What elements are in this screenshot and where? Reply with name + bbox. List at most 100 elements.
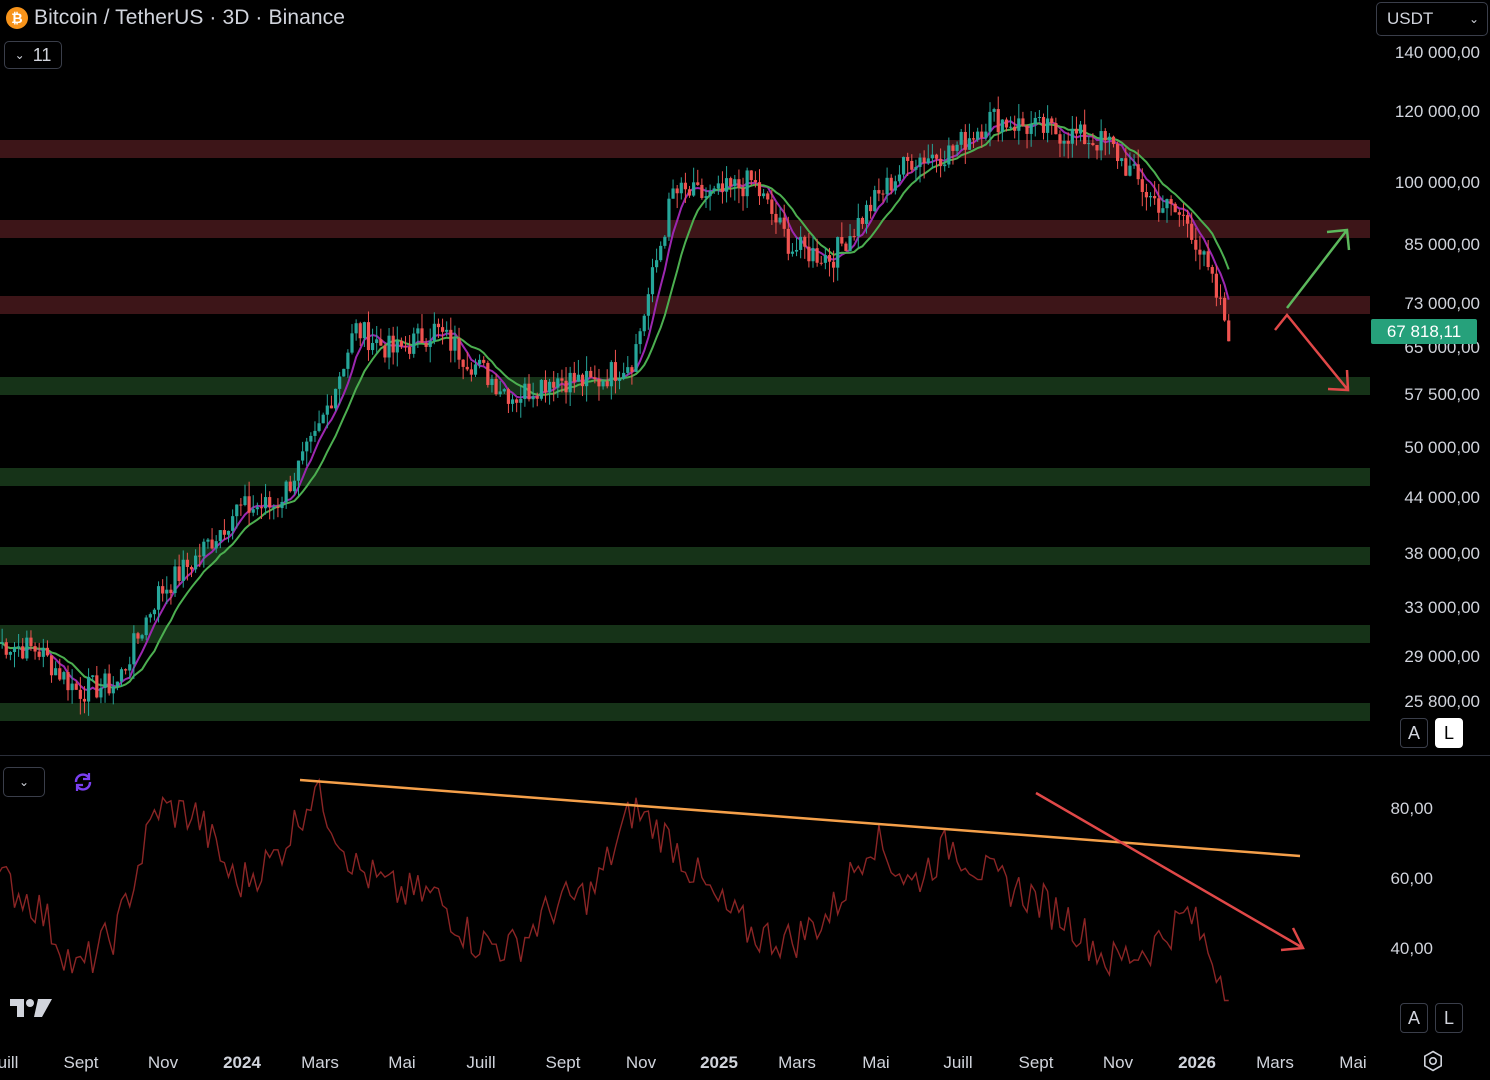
rsi-panel bbox=[0, 777, 1305, 1002]
candle-body bbox=[1169, 199, 1173, 204]
candle-body bbox=[1194, 239, 1198, 250]
rsi-downtrend-arrow bbox=[1035, 791, 1305, 952]
resistance-zone bbox=[0, 140, 1370, 158]
candle-body bbox=[745, 170, 749, 197]
rsi-collapse-button[interactable]: ⌄ bbox=[3, 767, 45, 797]
currency-select[interactable]: USDT ⌄ bbox=[1376, 2, 1488, 36]
price-log-scale-button[interactable]: L bbox=[1435, 718, 1463, 748]
candle-body bbox=[589, 370, 593, 378]
candle-body bbox=[119, 669, 124, 682]
time-axis-label: Sept bbox=[546, 1053, 581, 1072]
candle-body bbox=[416, 328, 420, 334]
candle-body bbox=[276, 506, 280, 509]
candle-body bbox=[259, 507, 264, 509]
candle-body bbox=[58, 668, 62, 680]
candle-body bbox=[1058, 134, 1062, 144]
pane-divider[interactable] bbox=[0, 755, 1490, 756]
candle-body bbox=[132, 633, 136, 665]
current-price-label: 67 818,11 bbox=[1371, 319, 1477, 344]
candle-body bbox=[1099, 131, 1103, 151]
candle-body bbox=[189, 566, 194, 570]
candle-body bbox=[309, 435, 313, 442]
candle-body bbox=[177, 566, 181, 581]
candle-body bbox=[906, 156, 910, 161]
candle-body bbox=[379, 339, 383, 346]
candle-body bbox=[576, 374, 580, 382]
candle-body bbox=[239, 504, 243, 506]
candle-body bbox=[827, 255, 832, 262]
candle-body bbox=[585, 370, 589, 387]
candle-body bbox=[531, 396, 535, 400]
candle-body bbox=[185, 559, 189, 567]
candle-body bbox=[33, 646, 37, 652]
candle-body bbox=[951, 145, 955, 151]
candle-body bbox=[1173, 203, 1177, 213]
candle-body bbox=[1153, 196, 1157, 199]
time-axis-label: uill bbox=[0, 1053, 18, 1072]
candle-body bbox=[247, 496, 251, 513]
candle-body bbox=[321, 414, 325, 424]
candle-body bbox=[687, 189, 692, 196]
price-axis-label: 85 000,00 bbox=[1404, 235, 1480, 254]
time-axis-label: 2026 bbox=[1178, 1053, 1216, 1072]
candle-body bbox=[255, 507, 259, 510]
symbol-header[interactable]: ₿ Bitcoin / TetherUS · 3D · Binance bbox=[6, 4, 345, 32]
candle-body bbox=[21, 646, 25, 659]
candle-body bbox=[49, 655, 54, 676]
candle-body bbox=[412, 333, 416, 354]
candle-body bbox=[737, 179, 741, 189]
candle-body bbox=[91, 675, 95, 677]
candle-body bbox=[988, 111, 992, 132]
candle-body bbox=[99, 687, 103, 698]
candle-body bbox=[346, 352, 350, 369]
candle-body bbox=[597, 379, 601, 387]
candle-body bbox=[1066, 141, 1070, 144]
candle-body bbox=[152, 609, 157, 615]
candle-body bbox=[198, 555, 202, 557]
candle-body bbox=[947, 145, 951, 165]
candle-body bbox=[733, 179, 737, 187]
candle-body bbox=[1013, 126, 1017, 131]
candle-body bbox=[926, 158, 930, 164]
candle-body bbox=[403, 346, 408, 348]
refresh-icon[interactable] bbox=[72, 771, 94, 793]
candle-body bbox=[527, 383, 531, 400]
resistance-zone bbox=[0, 296, 1370, 314]
candle-body bbox=[667, 198, 671, 237]
candle-body bbox=[856, 217, 860, 237]
candle-body bbox=[1120, 158, 1124, 162]
indicator-count: 11 bbox=[32, 44, 52, 65]
time-axis-label: 2025 bbox=[700, 1053, 738, 1072]
candle-body bbox=[683, 182, 688, 190]
indicators-toggle-button[interactable]: ⌄ 11 bbox=[4, 41, 62, 69]
price-auto-scale-button[interactable]: A bbox=[1400, 718, 1428, 748]
candle-body bbox=[408, 347, 412, 354]
candle-body bbox=[634, 344, 638, 372]
candle-body bbox=[807, 246, 811, 262]
candle-body bbox=[1017, 118, 1021, 131]
candle-body bbox=[700, 184, 704, 198]
candle-body bbox=[86, 676, 91, 702]
settings-gear-icon[interactable] bbox=[1422, 1050, 1444, 1072]
candle-body bbox=[107, 673, 111, 694]
candle-body bbox=[156, 586, 161, 610]
candle-body bbox=[901, 156, 906, 175]
candle-body bbox=[1190, 223, 1194, 240]
candle-body bbox=[317, 423, 321, 431]
candle-body bbox=[922, 157, 926, 164]
time-axis-label: Mars bbox=[301, 1053, 339, 1072]
candle-body bbox=[848, 236, 852, 251]
bitcoin-icon: ₿ bbox=[6, 7, 28, 29]
candle-body bbox=[617, 378, 622, 381]
candle-body bbox=[144, 617, 148, 636]
tradingview-logo-icon[interactable] bbox=[8, 995, 54, 1021]
candle-body bbox=[8, 652, 12, 655]
rsi-log-scale-button[interactable]: L bbox=[1435, 1003, 1463, 1033]
candle-body bbox=[218, 530, 222, 542]
rsi-line bbox=[0, 777, 1229, 1002]
candle-body bbox=[436, 323, 441, 328]
candle-body bbox=[231, 516, 235, 531]
rsi-auto-scale-button[interactable]: A bbox=[1400, 1003, 1428, 1033]
candle-body bbox=[465, 366, 469, 370]
